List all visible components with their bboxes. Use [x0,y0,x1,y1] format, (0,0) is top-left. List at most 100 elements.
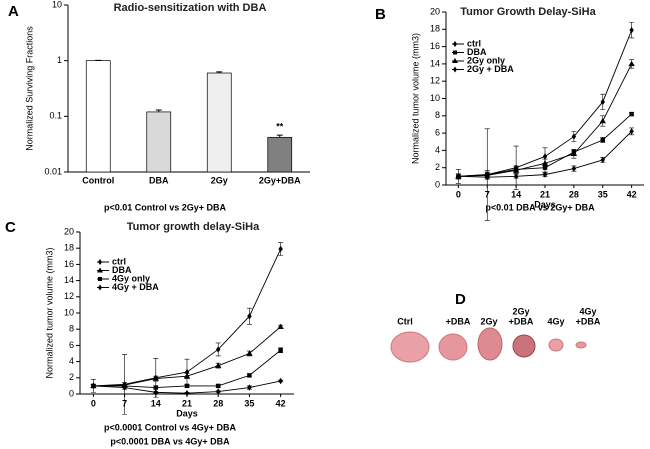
marker [215,362,222,368]
marker [184,389,190,397]
photo-label: +DBA [576,316,601,326]
legend-label: ctrl [467,38,481,48]
x-tick-label: 2Gy [211,175,228,185]
error-bar [155,109,162,112]
tumor [575,341,587,349]
marker [277,323,284,329]
legend-label: ctrl [112,256,126,266]
y-tick-label: 16 [64,259,74,269]
y-tick-label: 20 [64,226,74,236]
y-axis-label: Normalized Surviving Fractions [24,26,34,151]
marker [216,346,221,353]
error-bar [276,134,283,138]
marker [98,284,102,291]
y-axis-label: Normalized tumor volume (mm3) [44,247,54,378]
caption: p<0.01 Control vs 2Gy+ DBA [104,202,227,212]
marker [247,313,252,320]
photo-label: +DBA [509,316,534,326]
photo-label: 2Gy [512,306,529,316]
marker [247,384,252,391]
x-tick-label: 21 [182,398,192,408]
marker [122,384,127,391]
x-tick-label: DBA [149,175,169,185]
x-tick-label: 35 [598,189,608,199]
panel-label: C [5,219,16,236]
marker [599,117,606,124]
legend-label: 4Gy + DBA [112,282,159,292]
marker [453,50,457,55]
bar [146,111,172,173]
photo-label: Ctrl [397,316,413,326]
marker [542,171,548,178]
chart-title: Tumor growth delay-SiHa [127,221,260,233]
y-tick-label: 10 [64,307,74,317]
bar [206,72,232,173]
tumor [548,338,564,352]
y-tick-label: 6 [69,340,74,350]
y-tick-label: 16 [430,41,440,51]
marker [600,98,605,106]
caption: p<0.01 DBA vs 2Gy+ DBA [485,202,595,212]
photo-label: 4Gy [579,306,596,316]
marker [278,377,283,385]
marker [278,245,283,253]
y-tick-label: 0.01 [44,166,62,176]
tumor [390,331,430,363]
chart-title: Radio-sensitization with DBA [114,2,267,14]
marker [571,133,577,140]
y-tick-label: 4 [435,145,440,155]
x-tick-label: 14 [151,398,161,408]
photo-label: +DBA [446,316,471,326]
marker [453,41,457,47]
x-tick-label: 42 [627,189,637,199]
x-tick-label: Control [82,175,114,185]
photo-label: 4Gy [547,316,564,326]
y-tick-label: 8 [69,324,74,334]
marker [91,382,96,390]
caption: p<0.0001 DBA vs 4Gy+ DBA [110,436,230,446]
panel-label: A [8,3,19,20]
x-tick-label: 28 [569,189,579,199]
y-tick-label: 8 [435,110,440,120]
marker [485,174,490,181]
x-tick-label: 0 [456,189,461,199]
y-tick-label: 1 [57,55,62,65]
x-tick-label: 14 [511,189,521,199]
tumor [512,334,536,358]
x-tick-label: 35 [244,398,254,408]
y-tick-label: 0 [435,179,440,189]
x-axis-label: Days [534,199,556,209]
marker [152,375,159,381]
marker [98,259,102,265]
marker [247,373,252,378]
marker [600,137,605,143]
marker [184,383,190,389]
x-axis-label: Days [176,408,198,418]
marker [216,383,221,389]
marker [246,350,253,356]
legend-label: 2Gy + DBA [467,64,514,74]
panel-label: B [375,6,386,23]
marker [513,173,519,180]
marker [183,372,191,379]
marker [453,66,457,73]
marker [600,156,605,164]
x-tick-label: 0 [91,398,96,408]
photo-label: 2Gy [480,316,497,326]
error-bar [216,71,223,74]
y-tick-label: 0.1 [49,111,62,121]
tumor [438,333,468,361]
y-tick-label: 4 [69,356,74,366]
legend-label: 2Gy only [467,55,505,65]
caption: p<0.0001 Control vs 4Gy+ DBA [104,422,237,432]
y-tick-label: 14 [430,58,440,68]
tumor-photo [390,327,587,363]
y-tick-label: 2 [69,372,74,382]
marker [216,388,221,395]
x-tick-label: 2Gy+DBA [259,175,301,185]
marker [541,160,549,166]
y-tick-label: 18 [64,243,74,253]
bar [85,60,111,173]
marker [153,389,158,396]
marker [97,267,103,273]
